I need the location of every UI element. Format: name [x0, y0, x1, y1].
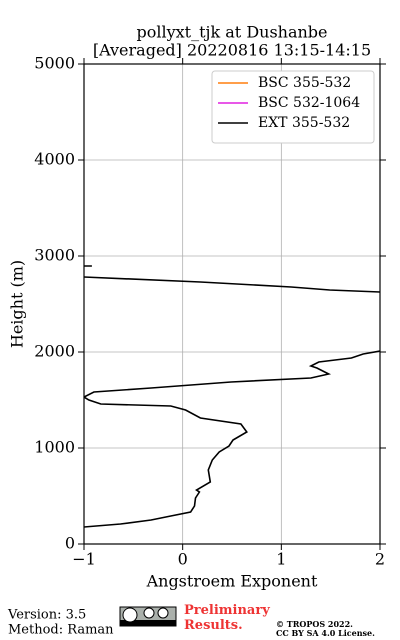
- x-tick-label: 2: [375, 550, 385, 569]
- y-tick-label: 4000: [34, 150, 75, 169]
- cc-logo: [119, 606, 177, 627]
- preliminary: Preliminary Results.: [184, 603, 270, 633]
- chart-title: pollyxt_tjk at Dushanbe: [136, 23, 327, 42]
- legend: BSC 355-532 BSC 532-1064 EXT 355-532: [211, 70, 375, 144]
- y-tick-label: 5000: [34, 54, 75, 73]
- y-tick-label: 2000: [34, 342, 75, 361]
- y-axis-label: Height (m): [8, 260, 27, 348]
- preliminary-text: Preliminary: [184, 603, 270, 618]
- plot-frame: [83, 63, 381, 545]
- preliminary-text-line2: Results.: [184, 618, 243, 633]
- legend-box: [211, 70, 375, 144]
- y-tick-label: 0: [65, 534, 75, 553]
- license: CC BY SA 4.0 License.: [276, 628, 375, 638]
- version: Version: 3.5: [7, 608, 86, 623]
- method: Method: Raman: [8, 623, 114, 638]
- x-tick-label: 1: [276, 550, 286, 569]
- legend-label: BSC 355-532: [258, 75, 351, 91]
- profile-line: [84, 265, 380, 528]
- legend-label: BSC 532-1064: [258, 95, 360, 111]
- y-tick-label: 1000: [34, 438, 75, 457]
- copyright: © TROPOS 2022.: [276, 619, 353, 629]
- chart-subtitle: [Averaged] 20220816 13:15-14:15: [93, 41, 371, 60]
- x-tick-label: −1: [72, 550, 96, 569]
- x-tick-label: 0: [178, 550, 188, 569]
- x-axis-label: Angstroem Exponent: [146, 572, 318, 591]
- y-tick-label: 3000: [34, 246, 75, 265]
- legend-label: EXT 355-532: [258, 115, 350, 131]
